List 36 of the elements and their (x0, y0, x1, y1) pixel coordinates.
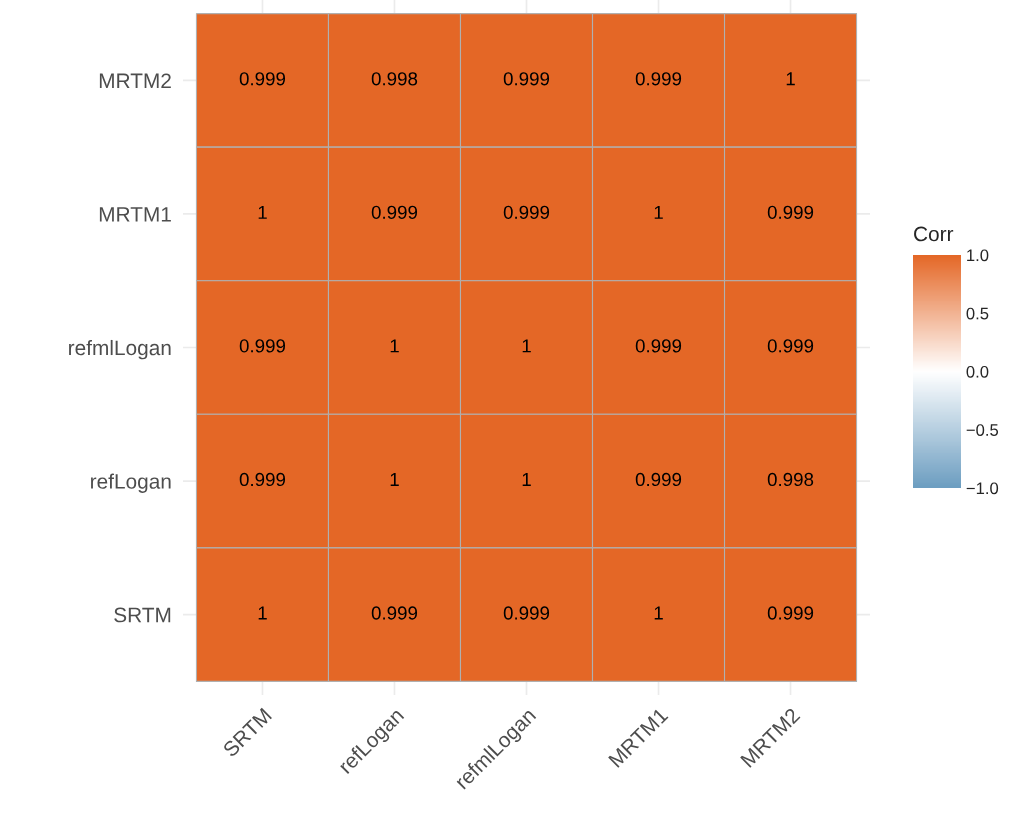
data-label: 1 (258, 606, 267, 620)
color-bar-label: 0.0 (966, 365, 989, 378)
data-label: 0.999 (635, 472, 682, 487)
data-label: 0.999 (239, 472, 286, 487)
data-label: 1 (654, 205, 663, 219)
data-label: 1 (654, 606, 663, 620)
data-label: 0.998 (371, 72, 418, 86)
data-label: 0.999 (239, 72, 286, 86)
data-label: 0.999 (371, 606, 418, 620)
y-tick-label: SRTM (114, 607, 171, 623)
color-bar-title: Corr (914, 226, 954, 242)
data-label: 1 (522, 339, 531, 353)
data-label: 0.999 (767, 606, 814, 620)
y-tick-label: MRTM1 (99, 207, 171, 222)
data-label: 0.999 (503, 606, 550, 620)
data-label: 1 (258, 205, 267, 219)
y-tick-label: MRTM2 (99, 73, 171, 88)
color-bar-label: 1.0 (967, 249, 989, 262)
y-tick-label: refLogan (91, 473, 171, 493)
data-label: 0.999 (239, 339, 286, 353)
data-label: 1 (390, 473, 399, 486)
color-bar-label: −0.5 (966, 424, 999, 436)
data-label: 1 (786, 72, 795, 86)
data-label: 0.998 (767, 472, 814, 487)
color-bar-label: 0.5 (966, 307, 989, 320)
data-label: 0.999 (635, 339, 682, 353)
data-label: 1 (390, 339, 399, 353)
color-bar-label: −1.0 (966, 482, 999, 495)
data-label: 0.999 (503, 72, 550, 86)
data-label: 0.999 (635, 72, 682, 86)
data-label: 1 (522, 473, 531, 486)
data-label: 0.999 (371, 205, 418, 219)
data-label: 0.999 (767, 339, 814, 353)
data-label: 0.999 (503, 205, 550, 219)
y-tick-label: refmlLogan (69, 339, 171, 360)
data-label: 0.999 (767, 205, 814, 219)
